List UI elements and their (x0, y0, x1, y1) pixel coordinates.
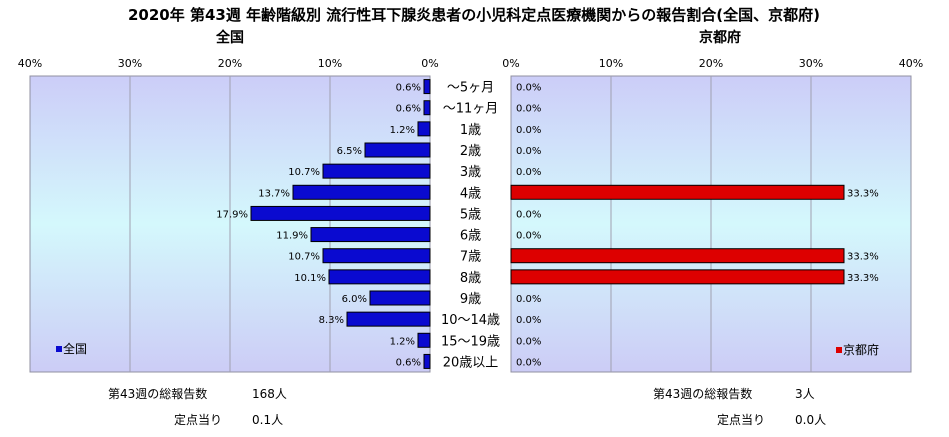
right-data-label: 0.0% (516, 209, 541, 220)
right-data-label: 0.0% (516, 146, 541, 157)
right-gridlines (610, 76, 812, 372)
right-data-labels: 0.0% 0.0% 0.0% 0.0% 0.0% 33.3% 0.0% 0.0% 33.3% 33… (516, 83, 879, 369)
left-bar (322, 248, 431, 264)
right-data-label: 0.0% (516, 357, 541, 368)
left-data-label: 6.5% (337, 146, 362, 157)
right-subtitle: 京都府 (699, 29, 741, 46)
left-tick-label: 30% (118, 57, 142, 70)
category-label: 8歳 (460, 271, 481, 286)
category-label: 3歳 (460, 165, 481, 180)
right-per-label: 定点当り (717, 412, 765, 427)
right-bar (510, 269, 845, 285)
left-data-label: 1.2% (390, 336, 415, 347)
right-legend-swatch (836, 347, 842, 353)
left-bar (322, 163, 431, 179)
left-bar (417, 332, 431, 348)
right-data-label: 0.0% (516, 83, 541, 94)
left-data-label: 11.9% (276, 231, 308, 242)
category-label: 5歳 (460, 207, 481, 222)
left-data-label: 10.1% (294, 273, 326, 284)
right-data-label: 0.0% (516, 231, 541, 242)
left-tick-label: 40% (18, 57, 42, 70)
left-legend: 全国 (56, 341, 87, 356)
right-data-label: 0.0% (516, 167, 541, 178)
category-label: 1歳 (460, 123, 481, 138)
left-bar (369, 290, 431, 306)
right-data-label: 0.0% (516, 336, 541, 347)
right-legend-label: 京都府 (843, 342, 879, 357)
right-tick-label: 0% (502, 57, 519, 70)
left-data-labels: 0.6% 0.6% 1.2% 6.5% 10.7% 13.7% 17.9% 11.9% 10.7… (216, 83, 421, 369)
right-tick-label: 10% (599, 57, 623, 70)
category-label: 20歳以上 (443, 355, 499, 370)
left-data-label: 6.0% (342, 294, 367, 305)
right-data-label: 33.3% (847, 252, 879, 263)
right-data-label: 0.0% (516, 294, 541, 305)
left-bar (250, 205, 431, 221)
category-label: 9歳 (460, 292, 481, 307)
left-per-value: 0.1人 (252, 413, 283, 427)
right-tick-label: 20% (699, 57, 723, 70)
left-data-label: 17.9% (216, 209, 248, 220)
left-data-label: 10.7% (288, 252, 320, 263)
left-total-value: 168人 (252, 387, 287, 401)
right-axis-ticks: 0% 10% 20% 30% 40% (502, 57, 923, 70)
left-subtitle: 全国 (215, 29, 244, 46)
left-bar (423, 353, 431, 369)
chart-title: 2020年 第43週 年齢階級別 流行性耳下腺炎患者の小児科定点医療機関からの報… (128, 6, 820, 24)
right-data-label: 33.3% (847, 188, 879, 199)
category-label: 6歳 (460, 229, 481, 244)
right-data-label: 33.3% (847, 273, 879, 284)
left-axis-ticks: 40% 30% 20% 10% 0% (18, 57, 439, 70)
left-data-label: 0.6% (396, 104, 421, 115)
left-legend-swatch (56, 346, 62, 352)
right-data-label: 0.0% (516, 315, 541, 326)
category-label: 10～14歳 (441, 313, 500, 328)
left-bar (423, 79, 431, 95)
left-tick-label: 0% (421, 57, 438, 70)
left-data-label: 0.6% (396, 357, 421, 368)
left-bar (364, 142, 431, 158)
left-data-label: 10.7% (288, 167, 320, 178)
left-data-label: 13.7% (258, 188, 290, 199)
right-per-value: 0.0人 (795, 413, 826, 427)
left-bar (328, 269, 431, 285)
left-bar (310, 227, 431, 243)
left-footer: 第43週の総報告数 168人 定点当り 0.1人 (108, 386, 287, 427)
right-total-label: 第43週の総報告数 (653, 386, 752, 401)
category-label: ～11ヶ月 (443, 102, 499, 117)
right-bar (510, 184, 845, 200)
right-bars (510, 184, 845, 285)
left-gridlines (129, 76, 331, 372)
left-data-label: 8.3% (319, 315, 344, 326)
category-label: ～5ヶ月 (447, 81, 494, 96)
left-bar (292, 184, 431, 200)
category-label: 2歳 (460, 144, 481, 159)
left-tick-label: 20% (218, 57, 242, 70)
left-data-label: 0.6% (396, 83, 421, 94)
right-total-value: 3人 (795, 387, 815, 401)
right-legend: 京都府 (836, 342, 879, 357)
left-bars (250, 79, 431, 369)
category-label: 15～19歳 (441, 334, 500, 349)
right-data-label: 0.0% (516, 125, 541, 136)
category-labels: ～5ヶ月 ～11ヶ月 1歳 2歳 3歳 4歳 5歳 6歳 7歳 8歳 9歳 10～14歳 15～19歳 2… (441, 81, 500, 371)
category-label: 4歳 (460, 186, 481, 201)
left-data-label: 1.2% (390, 125, 415, 136)
left-bar (346, 311, 431, 327)
category-label: 7歳 (460, 250, 481, 265)
right-data-label: 0.0% (516, 104, 541, 115)
left-tick-label: 10% (318, 57, 342, 70)
right-bar (510, 248, 845, 264)
left-bar (417, 121, 431, 137)
right-tick-label: 40% (899, 57, 923, 70)
left-bar (423, 100, 431, 116)
left-total-label: 第43週の総報告数 (108, 386, 207, 401)
left-per-label: 定点当り (174, 412, 222, 427)
right-footer: 第43週の総報告数 3人 定点当り 0.0人 (653, 386, 826, 427)
left-legend-label: 全国 (63, 341, 87, 356)
right-tick-label: 30% (799, 57, 823, 70)
